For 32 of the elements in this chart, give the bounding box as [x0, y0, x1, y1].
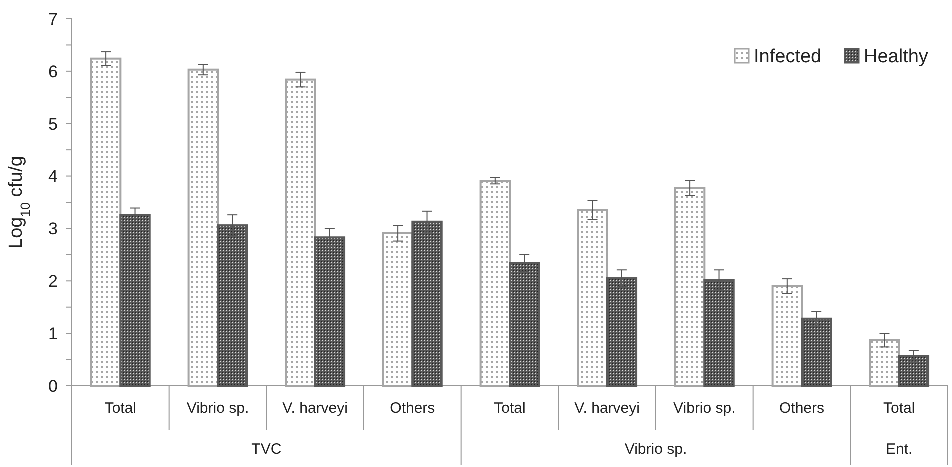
x-tick-label: Total: [494, 400, 526, 417]
bar: [898, 355, 930, 387]
bar: [90, 58, 122, 387]
legend-label: Healthy: [864, 46, 929, 68]
y-tick-label: 6: [48, 62, 58, 82]
y-tick-label: 7: [48, 10, 58, 29]
text: Ent.: [886, 441, 913, 458]
x-tick-label: Others: [390, 400, 436, 417]
text: TVC: [252, 441, 282, 458]
text: Vibrio sp.: [624, 441, 688, 458]
x-tick-label: Total: [104, 400, 137, 417]
bar: [480, 180, 511, 387]
bar: [285, 78, 316, 387]
x-tick-label: Vibrio sp.: [674, 400, 736, 417]
x-tick-label: Others: [779, 400, 825, 417]
y-tick-label: 4: [48, 167, 58, 186]
y-tick-label: 0: [48, 376, 58, 396]
bar: [674, 187, 706, 387]
bar: [772, 285, 803, 387]
bar: [382, 232, 414, 387]
x-tick-label: Vibrio sp.: [186, 400, 250, 417]
y-tick-label: 2: [48, 272, 58, 292]
x-tick-label: V. harveyi: [574, 400, 640, 417]
bar: [577, 209, 608, 387]
x-tick-label: V. harveyi: [282, 400, 348, 417]
y-tick-label: 3: [48, 220, 58, 239]
x-tick-label: Total: [883, 400, 916, 417]
y-tick-label: 5: [48, 114, 58, 134]
bar: [869, 339, 900, 387]
legend-label: Infected: [754, 46, 822, 68]
bar: [188, 68, 219, 387]
y-tick-label: 1: [48, 324, 58, 344]
